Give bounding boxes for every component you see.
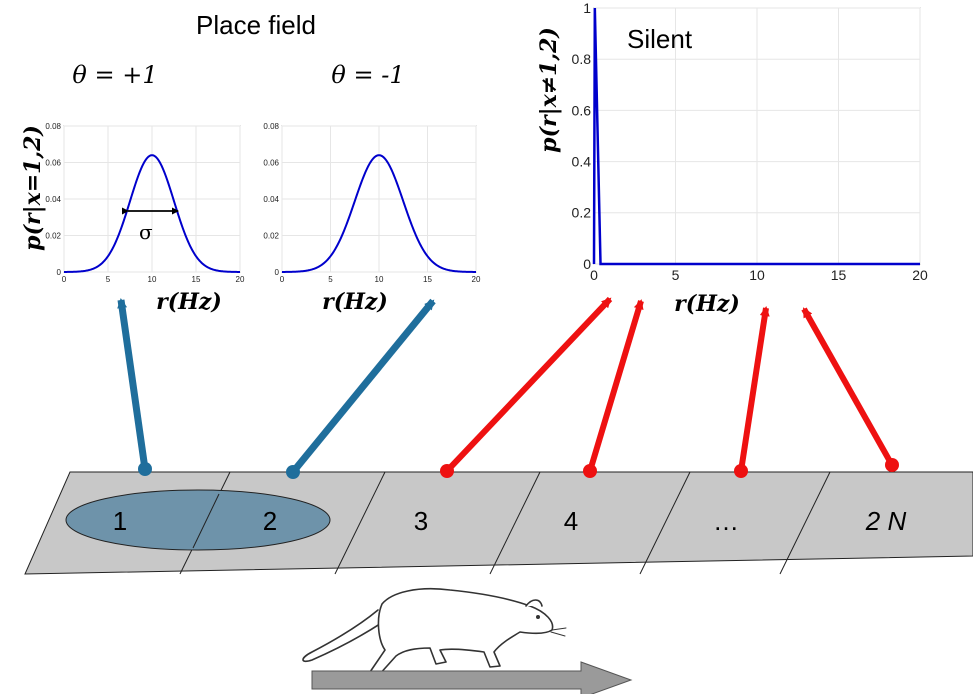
y-tick-label: 0 bbox=[583, 256, 591, 272]
arrow-cell2-to-theta-minus bbox=[290, 298, 436, 475]
gridlines bbox=[281, 125, 477, 273]
y-tick-label: 0.06 bbox=[263, 158, 279, 167]
arrow-cell1-to-theta-plus bbox=[117, 298, 149, 470]
arrow-origin-dot bbox=[138, 462, 152, 476]
x-tick-label: 15 bbox=[831, 267, 847, 283]
gridlines bbox=[63, 125, 241, 273]
y-tick-label: 0.04 bbox=[45, 195, 61, 204]
cell-label: … bbox=[713, 506, 739, 536]
cell-label: 4 bbox=[564, 506, 578, 536]
y-tick-label: 0.2 bbox=[572, 205, 592, 221]
theta-plus-label: θ = +1 bbox=[72, 61, 157, 89]
x-tick-label: 10 bbox=[148, 275, 157, 284]
cell-label: 2 N bbox=[865, 506, 907, 536]
cell-divider bbox=[192, 493, 220, 549]
y-tick-label: 0.02 bbox=[263, 231, 279, 240]
arrow-cell3-to-silent bbox=[444, 296, 613, 474]
cell-label: 3 bbox=[414, 506, 428, 536]
x-tick-label: 0 bbox=[62, 275, 67, 284]
right-arrow-icon bbox=[311, 661, 633, 694]
x-tick-label: 15 bbox=[192, 275, 201, 284]
tick-labels: 0 5 10 15 20 0 0.2 0.4 0.6 0.8 1 bbox=[572, 0, 928, 283]
silent-curve bbox=[592, 7, 920, 266]
plot-theta-plus: 0 5 10 15 20 0 0.02 0.04 0.06 0.08 σ bbox=[45, 122, 245, 284]
ylabel-place: p(r|x=1,2) bbox=[20, 125, 46, 251]
x-tick-label: 10 bbox=[375, 275, 384, 284]
y-tick-label: 0.6 bbox=[572, 102, 592, 118]
arrow-cell2n-to-silent bbox=[801, 307, 895, 467]
rat-icon bbox=[302, 587, 567, 677]
arrow-origin-dot bbox=[440, 464, 454, 478]
x-tick-label: 20 bbox=[472, 275, 481, 284]
place-field-ellipse bbox=[65, 489, 331, 551]
cell-divider bbox=[334, 471, 386, 575]
silent-label: Silent bbox=[627, 24, 693, 54]
gaussian-curve bbox=[63, 154, 241, 273]
y-tick-label: 0.08 bbox=[263, 122, 279, 131]
cell-label: 1 bbox=[113, 506, 127, 536]
y-tick-label: 0.04 bbox=[263, 195, 279, 204]
plot-theta-minus: 0 5 10 15 20 0 0.02 0.04 0.06 0.08 bbox=[263, 122, 481, 284]
x-tick-label: 0 bbox=[590, 267, 598, 283]
arrow-origin-dot bbox=[286, 465, 300, 479]
tick-labels: 0 5 10 15 20 0 0.02 0.04 0.06 0.08 bbox=[45, 122, 245, 284]
arrow-origin-dot bbox=[734, 464, 748, 478]
y-tick-label: 0.8 bbox=[572, 51, 592, 67]
x-tick-label: 15 bbox=[423, 275, 432, 284]
theta-minus-label: θ = -1 bbox=[331, 61, 404, 89]
x-tick-label: 10 bbox=[749, 267, 765, 283]
x-tick-label: 0 bbox=[280, 275, 285, 284]
direction-arrow bbox=[311, 661, 633, 694]
figure-title: Place field bbox=[196, 10, 316, 40]
cell-divider bbox=[779, 471, 831, 575]
cell-arrows bbox=[117, 296, 899, 479]
x-tick-label: 5 bbox=[328, 275, 333, 284]
y-tick-label: 0.08 bbox=[45, 122, 61, 131]
x-tick-label: 5 bbox=[672, 267, 680, 283]
plot-silent: 0 5 10 15 20 0 0.2 0.4 0.6 0.8 1 Silent bbox=[572, 0, 928, 283]
ylabel-silent: p(r|x≠1,2) bbox=[536, 27, 562, 153]
y-tick-label: 0 bbox=[57, 268, 62, 277]
x-tick-label: 20 bbox=[912, 267, 928, 283]
gridlines bbox=[593, 7, 921, 265]
y-tick-label: 0.4 bbox=[572, 154, 592, 170]
xlabel-theta-plus: r(Hz) bbox=[156, 289, 222, 315]
gaussian-curve bbox=[281, 154, 477, 273]
arrow-cell5-to-silent bbox=[738, 306, 770, 472]
tick-labels: 0 5 10 15 20 0 0.02 0.04 0.06 0.08 bbox=[263, 122, 481, 284]
cell-divider bbox=[639, 471, 691, 575]
xlabel-theta-minus: r(Hz) bbox=[322, 289, 388, 315]
sigma-label: σ bbox=[139, 220, 153, 244]
track: 1 2 3 4 … 2 N bbox=[24, 471, 973, 575]
cell-label: 2 bbox=[263, 506, 277, 536]
arrow-cell4-to-silent bbox=[587, 299, 644, 472]
cell-divider bbox=[489, 471, 541, 575]
y-tick-label: 0.06 bbox=[45, 158, 61, 167]
y-tick-label: 1 bbox=[583, 0, 591, 16]
x-tick-label: 5 bbox=[106, 275, 111, 284]
arrow-origin-dot bbox=[583, 464, 597, 478]
arrow-origin-dot bbox=[885, 458, 899, 472]
y-tick-label: 0 bbox=[275, 268, 280, 277]
x-tick-label: 20 bbox=[236, 275, 245, 284]
y-tick-label: 0.02 bbox=[45, 231, 61, 240]
xlabel-silent: r(Hz) bbox=[674, 291, 740, 317]
